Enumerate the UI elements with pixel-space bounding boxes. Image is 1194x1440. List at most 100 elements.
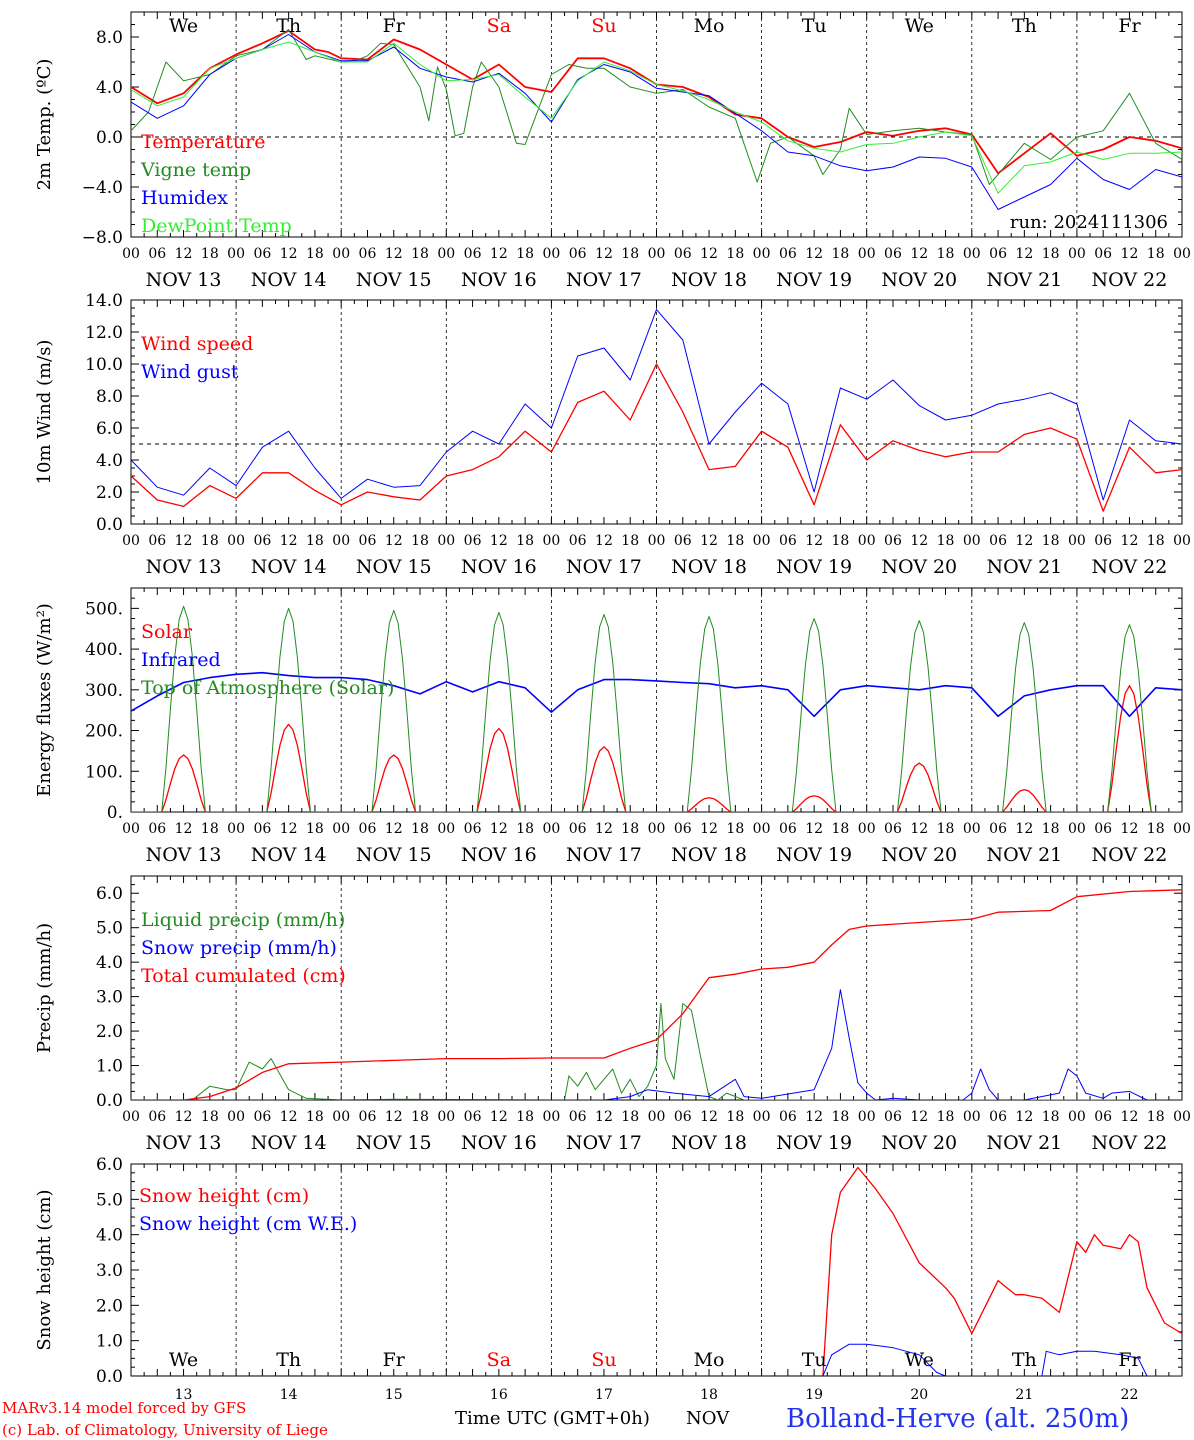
hour-label: 18 bbox=[937, 533, 955, 549]
date-label: NOV 20 bbox=[881, 844, 957, 866]
date-label: NOV 22 bbox=[1092, 269, 1168, 291]
day-number: 15 bbox=[385, 1387, 403, 1403]
date-label: NOV 19 bbox=[776, 844, 852, 866]
hour-label: 18 bbox=[621, 246, 639, 262]
hour-label: 18 bbox=[1042, 533, 1060, 549]
day-name: Th bbox=[1012, 1349, 1037, 1371]
hour-label: 06 bbox=[359, 246, 377, 262]
y-tick-label: 0.0 bbox=[96, 515, 123, 535]
date-label: NOV 21 bbox=[986, 269, 1062, 291]
hour-label: 12 bbox=[385, 246, 403, 262]
hour-label: 18 bbox=[306, 246, 324, 262]
hour-label: 18 bbox=[1042, 246, 1060, 262]
hour-label: 12 bbox=[1121, 1109, 1139, 1125]
hour-label: 12 bbox=[490, 533, 508, 549]
panel-2: 0.0 2.0 4.0 6.0 8.0 10.0 12.0 14.0 10m Wind (m/s… bbox=[34, 291, 1191, 578]
plot-frame bbox=[130, 587, 1183, 813]
date-label: NOV 13 bbox=[146, 1132, 222, 1154]
hour-label: 06 bbox=[359, 821, 377, 837]
y-tick-label: 5.0 bbox=[96, 1190, 123, 1210]
hour-label: 12 bbox=[175, 246, 193, 262]
series-group bbox=[131, 309, 1182, 512]
day-number: 21 bbox=[1015, 1387, 1033, 1403]
date-label: NOV 21 bbox=[986, 844, 1062, 866]
y-tick-label: 10.0 bbox=[85, 355, 123, 375]
hour-label: 00 bbox=[227, 533, 245, 549]
legend-entry: Temperature bbox=[141, 131, 265, 153]
hour-label: 18 bbox=[1042, 821, 1060, 837]
series-line-snow-height-cm- bbox=[131, 1166, 1182, 1376]
series-line-wind-gust bbox=[131, 309, 1182, 501]
hour-label: 18 bbox=[201, 246, 219, 262]
date-label: NOV 22 bbox=[1092, 844, 1168, 866]
date-label: NOV 15 bbox=[356, 556, 432, 578]
hour-label: 18 bbox=[201, 533, 219, 549]
hour-label: 18 bbox=[832, 821, 850, 837]
day-number: 16 bbox=[490, 1387, 508, 1403]
y-tick-label: 0.0 bbox=[96, 1091, 123, 1111]
date-label: NOV 18 bbox=[671, 556, 747, 578]
y-axis-label: Energy fluxes (W/m²) bbox=[34, 603, 55, 797]
hour-label: 18 bbox=[937, 821, 955, 837]
date-label: NOV 18 bbox=[671, 269, 747, 291]
date-label: NOV 14 bbox=[251, 269, 327, 291]
hour-label: 12 bbox=[1015, 246, 1033, 262]
hour-label: 06 bbox=[674, 821, 692, 837]
y-tick-label: 4.0 bbox=[96, 953, 123, 973]
y-tick-label: 6.0 bbox=[96, 419, 123, 439]
y-tick-label: −4.0 bbox=[82, 178, 123, 198]
hour-label: 18 bbox=[201, 821, 219, 837]
hour-label: 00 bbox=[963, 533, 981, 549]
hour-label: 00 bbox=[1068, 533, 1086, 549]
hour-label: 12 bbox=[910, 1109, 928, 1125]
hour-label: 00 bbox=[858, 246, 876, 262]
date-label: NOV 13 bbox=[146, 269, 222, 291]
hour-label: 00 bbox=[227, 246, 245, 262]
hour-label: 00 bbox=[648, 1109, 666, 1125]
hour-label: 18 bbox=[726, 821, 744, 837]
date-label: NOV 13 bbox=[146, 844, 222, 866]
day-name: Su bbox=[591, 15, 616, 37]
hour-label: 00 bbox=[1068, 1109, 1086, 1125]
hour-label: 18 bbox=[1147, 1109, 1165, 1125]
hour-label: 12 bbox=[910, 246, 928, 262]
hour-label: 06 bbox=[1094, 246, 1112, 262]
hour-label: 18 bbox=[621, 821, 639, 837]
hour-label: 00 bbox=[542, 246, 560, 262]
meteogram-panels: −8.0 −4.0 0.0 4.0 8.0 2m Temp. (ºC) Temperatur… bbox=[34, 11, 1191, 1403]
hour-label: 00 bbox=[963, 1109, 981, 1125]
panel-4: 0.0 1.0 2.0 3.0 4.0 5.0 6.0 Precip (mm/h) Liquid… bbox=[34, 875, 1191, 1154]
date-label: NOV 19 bbox=[776, 556, 852, 578]
y-tick-label: 4.0 bbox=[96, 1226, 123, 1246]
panel-3: 0. 100. 200. 300. 400. 500. Energy fluxes (W/m… bbox=[34, 587, 1191, 866]
hour-label: 00 bbox=[1068, 821, 1086, 837]
hour-label: 12 bbox=[595, 246, 613, 262]
month-label: NOV bbox=[686, 1408, 730, 1429]
hour-label: 18 bbox=[516, 821, 534, 837]
hour-label: 18 bbox=[306, 821, 324, 837]
hour-label: 06 bbox=[148, 821, 166, 837]
hour-label: 00 bbox=[122, 821, 140, 837]
hour-label: 12 bbox=[805, 821, 823, 837]
hour-label: 12 bbox=[700, 246, 718, 262]
hour-label: 06 bbox=[1094, 1109, 1112, 1125]
hour-label: 00 bbox=[648, 533, 666, 549]
hour-label: 00 bbox=[1173, 821, 1191, 837]
hour-label: 18 bbox=[726, 533, 744, 549]
series-line-vigne-temp bbox=[131, 29, 1182, 185]
hour-label: 06 bbox=[148, 246, 166, 262]
date-label: NOV 21 bbox=[986, 556, 1062, 578]
hour-label: 18 bbox=[306, 533, 324, 549]
hour-label: 06 bbox=[148, 1109, 166, 1125]
date-label: NOV 17 bbox=[566, 556, 642, 578]
hour-label: 12 bbox=[1121, 821, 1139, 837]
hour-label: 12 bbox=[280, 1109, 298, 1125]
hour-label: 00 bbox=[227, 821, 245, 837]
hour-label: 00 bbox=[1173, 533, 1191, 549]
legend-entry: Snow height (cm W.E.) bbox=[139, 1213, 357, 1235]
hour-label: 12 bbox=[1015, 1109, 1033, 1125]
hour-label: 00 bbox=[332, 533, 350, 549]
hour-label: 06 bbox=[674, 533, 692, 549]
y-tick-label: 0.0 bbox=[96, 128, 123, 148]
series-group bbox=[131, 889, 1182, 1100]
